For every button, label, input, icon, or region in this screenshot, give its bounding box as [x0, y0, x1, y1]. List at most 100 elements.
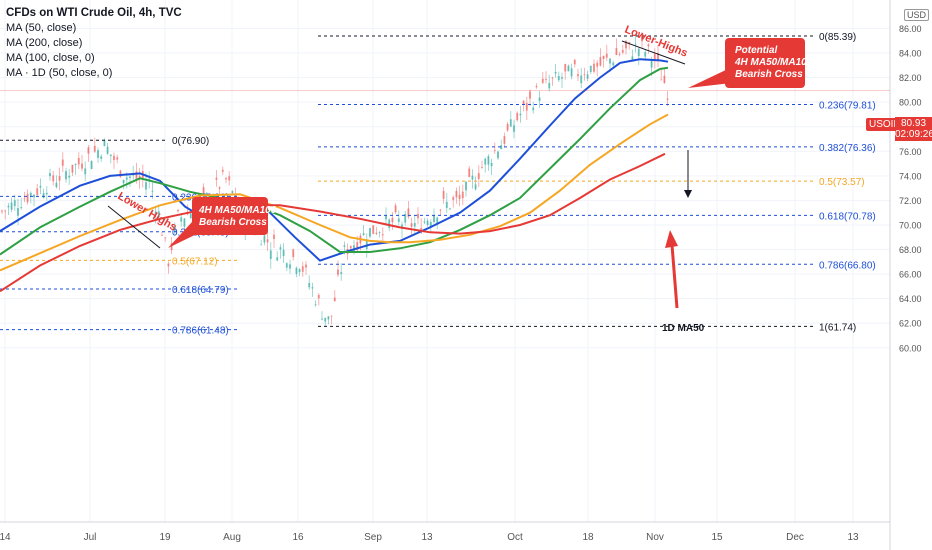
candle-body: [36, 188, 39, 195]
candle-body: [311, 287, 314, 289]
y-tick-3: 80.00: [899, 98, 922, 108]
candle-body: [205, 192, 208, 195]
candle-body: [650, 59, 653, 68]
candle-body: [653, 53, 656, 60]
candle-body: [33, 194, 35, 198]
x-tick-3: Aug: [223, 532, 241, 543]
candle-body: [29, 192, 32, 196]
candle-body: [625, 40, 627, 49]
y-tick-7: 72.00: [899, 196, 922, 206]
candle-body: [535, 86, 538, 88]
candle-body: [394, 205, 397, 213]
candle-body: [77, 158, 80, 165]
ma-line-2: [0, 113, 669, 272]
lower-highs-right-label: Lower-Highs: [623, 24, 689, 60]
candle-body: [231, 191, 234, 194]
candle-body: [465, 181, 467, 191]
candle-body: [573, 59, 576, 65]
candle-body: [129, 176, 131, 178]
candle-body: [426, 220, 429, 226]
candle-body: [330, 315, 333, 317]
candle-body: [106, 146, 109, 154]
x-tick-7: Oct: [507, 532, 523, 543]
candle-body: [321, 318, 323, 320]
candle-body: [577, 74, 579, 77]
ma-1d-label: 1D MA50: [662, 323, 705, 334]
candle-body: [45, 192, 48, 195]
candle-body: [49, 173, 51, 177]
candle-body: [525, 103, 528, 111]
candle-body: [1, 210, 3, 212]
candle-body: [599, 57, 602, 66]
candle-body: [612, 62, 615, 66]
candle-body: [666, 98, 669, 100]
candle-body: [641, 35, 643, 42]
x-tick-1: Jul: [84, 532, 97, 543]
candle-body: [381, 234, 384, 236]
candle-body: [84, 168, 87, 175]
lower-highs-left-line: [107, 205, 161, 249]
x-tick-9: Nov: [646, 532, 664, 543]
candle-body: [423, 221, 426, 223]
candle-body: [87, 147, 90, 154]
candle-body: [647, 44, 650, 47]
candle-body: [580, 75, 583, 84]
candle-body: [545, 79, 547, 80]
candle-body: [125, 177, 128, 180]
x-tick-2: 19: [159, 532, 171, 543]
candle-body: [58, 176, 61, 181]
currency-label[interactable]: USD: [904, 9, 930, 21]
candle-body: [167, 263, 170, 267]
y-tick-2: 82.00: [899, 73, 922, 83]
candle-body: [567, 65, 570, 72]
candle-body: [266, 239, 269, 243]
candle-body: [551, 77, 554, 79]
legend: CFDs on WTI Crude Oil, 4h, TVC MA (50, c…: [6, 6, 182, 81]
candle-body: [20, 207, 23, 209]
x-tick-0: 14: [0, 532, 11, 543]
candle-body: [308, 283, 311, 288]
callout-right-text-0: Potential: [735, 45, 777, 56]
candle-body: [481, 167, 483, 169]
candle-body: [532, 107, 535, 111]
candle-body: [61, 159, 64, 166]
candle-body: [170, 243, 173, 251]
candle-body: [570, 68, 573, 77]
candle-body: [177, 209, 179, 212]
candle-body: [615, 48, 618, 56]
price-countdown: 02:09:26: [895, 129, 932, 140]
fib-left-label-3: 0.5(67.12): [172, 256, 218, 267]
candle-body: [513, 125, 515, 132]
legend-ma-1d: MA · 1D (50, close, 0): [6, 67, 113, 79]
candle-body: [324, 317, 327, 322]
candle-body: [10, 202, 13, 210]
candle-body: [343, 245, 346, 247]
y-tick-13: 60.00: [899, 343, 922, 353]
candle-body: [541, 78, 544, 83]
candle-body: [314, 304, 317, 306]
candle-body: [298, 269, 301, 273]
y-tick-11: 64.00: [899, 294, 922, 304]
candle-body: [93, 145, 96, 152]
candle-body: [401, 224, 403, 229]
candle-body: [378, 232, 381, 233]
candle-body: [157, 211, 160, 218]
candle-body: [276, 257, 279, 261]
fib-right-label-6: 1(61.74): [819, 322, 856, 333]
candle-body: [273, 234, 275, 240]
candle-body: [628, 42, 631, 44]
candle-body: [449, 208, 451, 210]
x-tick-8: 18: [582, 532, 594, 543]
candle-body: [509, 119, 512, 127]
candle-body: [602, 56, 605, 59]
candle-body: [397, 218, 400, 222]
candle-body: [225, 178, 227, 180]
fib-left-label-5: 0.786(61.48): [172, 326, 229, 337]
candle-body: [42, 193, 45, 198]
y-tick-12: 62.00: [899, 319, 922, 329]
candle-body: [263, 235, 266, 243]
candle-body: [493, 150, 496, 152]
candle-body: [295, 267, 298, 274]
candle-body: [369, 228, 371, 237]
